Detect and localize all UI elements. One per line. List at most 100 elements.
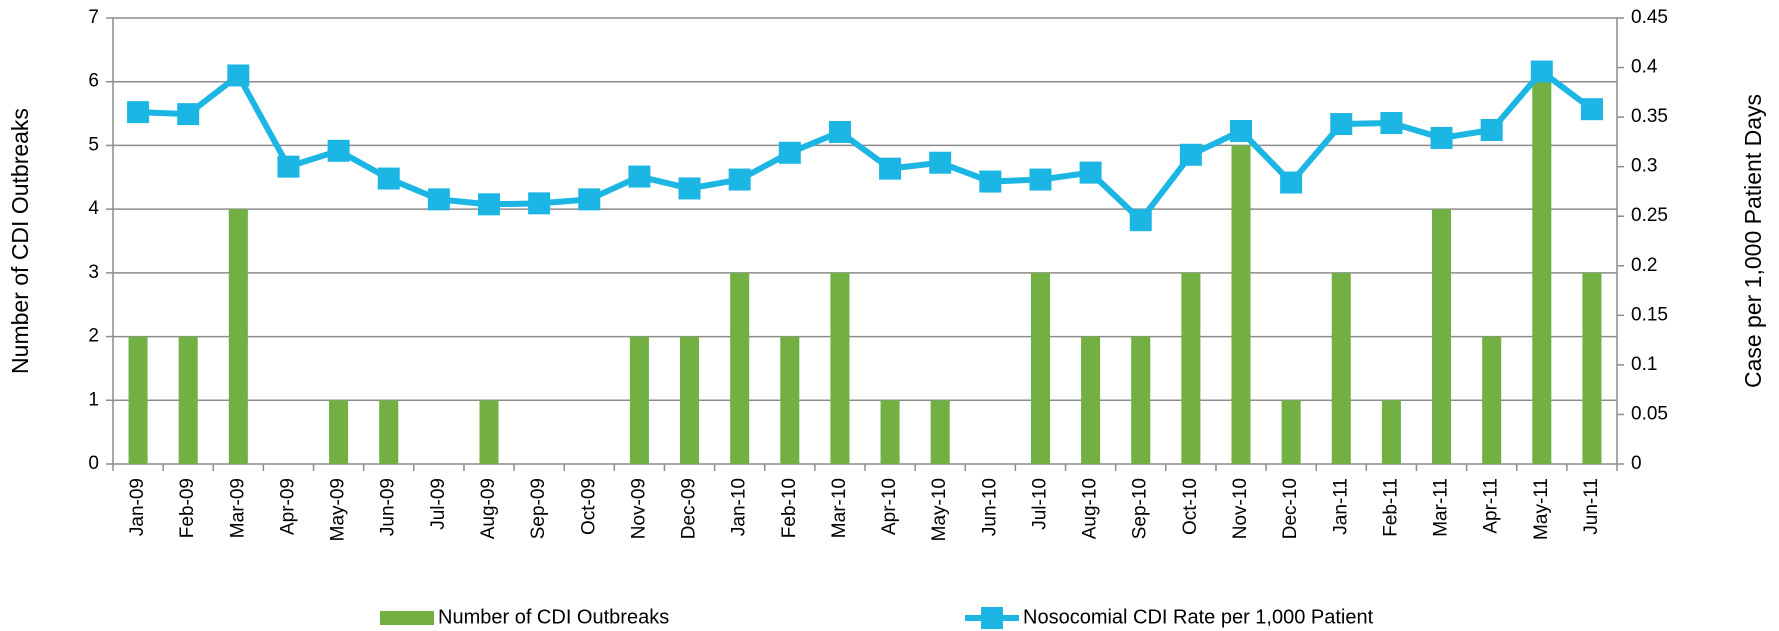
x-tick-label: Jan-09 [127, 478, 148, 536]
x-tick-label: Aug-09 [478, 478, 499, 539]
bar [1131, 336, 1151, 464]
marker [929, 151, 952, 174]
marker [879, 157, 902, 180]
y2-tick-label: 0.3 [1631, 156, 1657, 177]
x-tick-label: May-09 [328, 478, 349, 541]
marker [127, 101, 150, 124]
y-axis-title: Number of CDI Outbreaks [7, 108, 33, 374]
bar [479, 400, 499, 464]
x-tick-label: Mar-11 [1431, 478, 1452, 537]
x-tick-label: Dec-09 [679, 478, 700, 539]
y-tick-label: 3 [88, 262, 99, 283]
x-tick-label: Jun-09 [378, 478, 399, 536]
marker [628, 165, 651, 188]
marker [277, 155, 300, 178]
bar [1281, 400, 1301, 464]
bar [1532, 81, 1552, 464]
y-tick-label: 6 [88, 71, 99, 92]
marker [177, 103, 200, 126]
x-tick-label: Sep-09 [528, 478, 549, 539]
x-tick-label: Feb-10 [779, 478, 800, 538]
y2-tick-label: 0.15 [1631, 304, 1668, 325]
x-tick-label: Oct-09 [578, 478, 599, 535]
y2-tick-label: 0.1 [1631, 354, 1657, 375]
bar [1331, 272, 1351, 464]
marker [979, 170, 1002, 193]
bar [178, 336, 198, 464]
marker [1280, 171, 1303, 194]
bar [228, 209, 248, 464]
bar [1381, 400, 1401, 464]
y2-tick-label: 0.4 [1631, 57, 1658, 78]
bar [128, 336, 148, 464]
x-tick-label: Jun-10 [979, 478, 1000, 536]
marker [828, 120, 851, 143]
marker [1480, 118, 1503, 141]
x-tick-label: Apr-10 [879, 478, 900, 535]
marker [578, 188, 601, 211]
y-tick-label: 0 [88, 453, 99, 474]
x-tick-label: Apr-09 [277, 478, 298, 535]
y-tick-label: 5 [88, 134, 99, 155]
y2-tick-label: 0.25 [1631, 205, 1668, 226]
marker [227, 64, 250, 87]
marker [778, 141, 801, 164]
x-tick-label: Jul-10 [1029, 478, 1050, 530]
marker [528, 192, 551, 215]
y2-tick-label: 0.45 [1631, 7, 1668, 28]
x-tick-label: Mar-09 [227, 478, 248, 538]
marker [1530, 60, 1553, 83]
marker [1330, 113, 1353, 136]
x-tick-label: Feb-09 [177, 478, 198, 538]
x-tick-label: Oct-10 [1180, 478, 1201, 535]
legend-swatch [981, 607, 1003, 629]
bar [379, 400, 399, 464]
y2-axis-title: Case per 1,000 Patient Days [1740, 94, 1766, 388]
y2-tick-label: 0.2 [1631, 255, 1657, 276]
x-tick-label: Dec-10 [1280, 478, 1301, 539]
x-tick-label: Jan-11 [1330, 478, 1351, 535]
legend-label: Nosocomial CDI Rate per 1,000 Patient [1023, 606, 1374, 628]
marker [427, 188, 450, 211]
bar [930, 400, 950, 464]
bar [1081, 336, 1101, 464]
bar [730, 272, 750, 464]
bar [329, 400, 349, 464]
bar [830, 272, 850, 464]
bar [1231, 145, 1251, 464]
bar [629, 336, 649, 464]
marker [1380, 112, 1403, 135]
marker [1029, 168, 1052, 191]
y-tick-label: 1 [88, 389, 99, 410]
x-tick-label: Mar-10 [829, 478, 850, 538]
marker [1079, 161, 1102, 184]
bar [1482, 336, 1502, 464]
y-tick-label: 7 [88, 7, 99, 28]
bar [1432, 209, 1452, 464]
x-tick-label: Aug-10 [1080, 478, 1101, 539]
bar [880, 400, 900, 464]
x-tick-label: Sep-10 [1130, 478, 1151, 539]
marker [728, 168, 751, 191]
y2-tick-label: 0 [1631, 453, 1642, 474]
marker [377, 167, 400, 190]
legend: Number of CDI Outbreaks Nosocomial CDI Ra… [380, 606, 1374, 629]
marker [1580, 98, 1603, 121]
y2-tick-label: 0.05 [1631, 403, 1668, 424]
x-tick-label: Jan-10 [729, 478, 750, 536]
marker [1129, 209, 1152, 232]
bar [1582, 272, 1602, 464]
bar [1181, 272, 1201, 464]
x-tick-label: Apr-11 [1481, 478, 1502, 534]
legend-label: Number of CDI Outbreaks [438, 606, 669, 628]
x-tick-label: May-10 [929, 478, 950, 541]
bar [680, 336, 700, 464]
marker [1179, 143, 1202, 166]
x-tick-label: Feb-11 [1380, 478, 1401, 537]
legend-swatch [380, 611, 434, 625]
bar [1030, 272, 1050, 464]
x-tick-label: May-11 [1531, 478, 1552, 540]
x-tick-label: Nov-09 [628, 478, 649, 539]
y-tick-label: 4 [88, 198, 99, 219]
bar [780, 336, 800, 464]
